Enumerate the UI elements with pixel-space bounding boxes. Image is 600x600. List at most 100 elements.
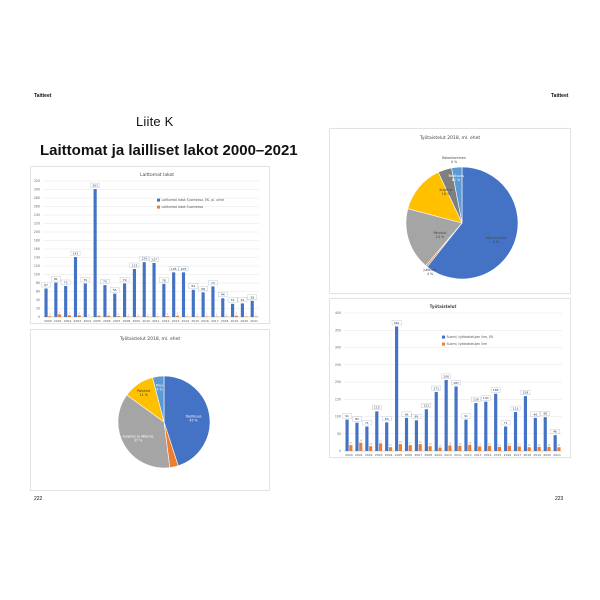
data-label-series-2: 6 [59, 311, 61, 314]
data-label: 96 [533, 412, 537, 416]
data-label: 91 [464, 414, 468, 418]
bar-series-1 [513, 412, 518, 451]
x-tick-label: 2012 [464, 453, 472, 457]
data-label: 38 [250, 295, 254, 299]
legend-swatch [442, 335, 445, 339]
bar-series-1 [404, 417, 409, 451]
y-tick-label: 40 [36, 298, 40, 302]
data-label-series-2: 14 [429, 443, 432, 446]
data-label: 96 [405, 412, 409, 416]
data-label: 171 [433, 386, 439, 390]
data-label-box [431, 385, 441, 391]
x-tick-label: 2014 [182, 319, 190, 323]
y-tick-label: 100 [34, 273, 40, 277]
data-label-series-2: 1 [245, 314, 247, 317]
x-tick-label: 2017 [514, 453, 522, 457]
bar-series-2 [557, 447, 561, 451]
bar-series-2 [408, 445, 412, 451]
pie-label: Kuljetus ja liikenne [123, 434, 154, 438]
x-tick-label: 2007 [113, 319, 121, 323]
data-label-box [490, 387, 501, 393]
data-label-series-2: 2 [49, 313, 51, 316]
data-label-series-2: 1 [147, 314, 149, 317]
data-label: 141 [73, 251, 79, 255]
y-tick-label: 200 [34, 230, 40, 234]
bar-series-1 [533, 417, 537, 451]
bar-series-1 [494, 393, 498, 451]
chart-title: Työtaistelut 2018, ml. ehet [419, 135, 481, 141]
bar-series-1 [375, 411, 379, 451]
data-label: 129 [141, 257, 147, 261]
x-tick-label: 2012 [162, 319, 170, 323]
bar-series-2 [166, 316, 170, 317]
data-label-series-2: 16 [449, 442, 452, 445]
bar-series-1 [523, 396, 528, 451]
data-label: 82 [355, 417, 359, 421]
y-tick-label: 140 [34, 256, 40, 260]
bar-series-1 [221, 298, 225, 317]
data-label-series-2: 1 [206, 314, 208, 317]
x-tick-label: 2002 [365, 453, 373, 457]
pie-slice [117, 394, 171, 469]
data-label: 143 [483, 396, 489, 400]
illegal-strikes-chart: Laittomat lakot 0 20 40 60 80 100 120 140 160 180… [30, 166, 270, 324]
data-label: 79 [123, 278, 127, 282]
bar-series-2 [487, 445, 492, 451]
data-label-series-2: 15 [488, 443, 491, 446]
data-label-series-2: 12 [498, 444, 501, 447]
pie-pct: 45 % [189, 418, 197, 422]
y-tick-label: 220 [34, 222, 40, 226]
bar-series-2 [378, 443, 383, 451]
y-tick-label: 120 [34, 264, 40, 268]
data-label: 55 [113, 288, 117, 292]
data-label-box [60, 279, 71, 285]
data-label-box [372, 405, 382, 410]
x-tick-label: 2001 [54, 319, 62, 323]
data-label-series-2: 11 [528, 444, 531, 447]
data-label-series-2: 3 [98, 313, 100, 316]
bar-series-1 [464, 419, 468, 451]
bar-series-2 [507, 445, 511, 451]
data-label: 71 [365, 421, 369, 425]
bar-series-1 [504, 426, 508, 451]
data-label: 113 [513, 406, 519, 410]
pie-pct: 4 % [427, 272, 433, 276]
data-label: 83 [385, 417, 389, 421]
bar-series-1 [355, 422, 359, 451]
y-tick-label: 80 [36, 281, 40, 285]
data-label-box [70, 250, 81, 256]
bar-series-1 [211, 286, 215, 317]
data-label-box [500, 420, 511, 426]
data-label-box [129, 262, 140, 268]
pie-pct: 37 % [134, 438, 142, 442]
data-label-box [441, 373, 451, 379]
pie-label: Kuljetus [439, 188, 452, 192]
data-label: 113 [132, 263, 138, 267]
right-page-header: Taitteet [551, 93, 569, 99]
bar-series-1 [172, 272, 176, 317]
data-label-box [540, 411, 550, 416]
data-label: 301 [92, 183, 98, 187]
y-tick-label: 100 [335, 415, 341, 419]
data-label-box [149, 256, 159, 262]
x-tick-label: 2000 [345, 453, 353, 457]
bar-series-1 [553, 435, 557, 451]
left-page-header: Taitteet [34, 93, 52, 99]
x-tick-label: 2011 [454, 453, 462, 457]
data-label: 72 [211, 281, 215, 285]
data-label-series-2: 15 [458, 443, 461, 446]
data-label-series-2: 3 [177, 313, 179, 316]
bar-series-2 [537, 446, 541, 451]
bar-series-1 [142, 262, 146, 317]
x-tick-label: 2018 [221, 319, 229, 323]
pie-pct: 0 % [451, 160, 457, 164]
x-tick-label: 2003 [74, 319, 82, 323]
data-label-series-2: 4 [69, 312, 71, 315]
data-label-box [100, 278, 110, 284]
data-label-box [168, 266, 179, 272]
chart-title: Työtaistelut 2018, ml. ehet [119, 336, 181, 342]
y-tick-label: 350 [335, 328, 341, 332]
data-label-series-2: 1 [255, 314, 257, 317]
bar-series-2 [349, 445, 353, 451]
bar-series-2 [468, 444, 472, 451]
